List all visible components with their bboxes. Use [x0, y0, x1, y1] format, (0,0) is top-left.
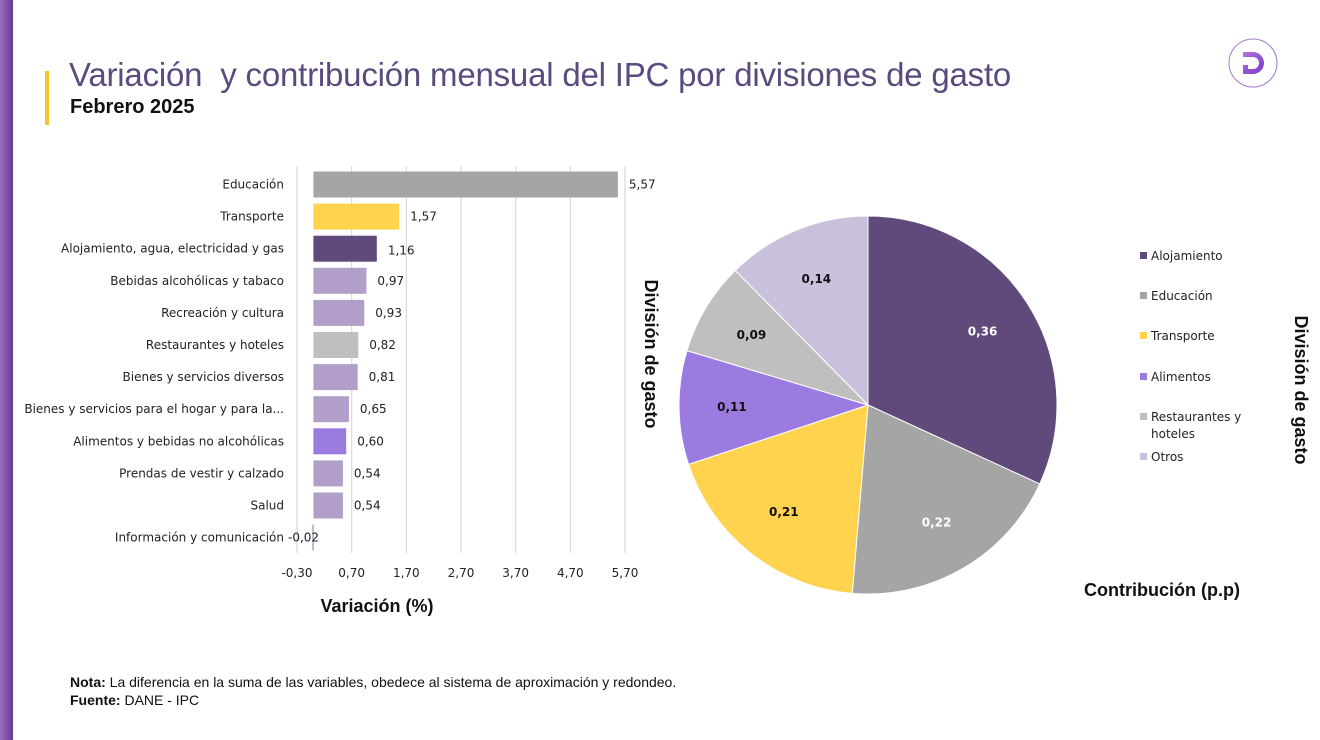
- pie-value-label: 0,36: [968, 325, 998, 339]
- bar-category-label: Bienes y servicios diversos: [123, 370, 284, 384]
- bar: [313, 460, 343, 487]
- page-title: Variación y contribución mensual del IPC…: [69, 56, 1012, 93]
- bar-category-label: Recreación y cultura: [161, 306, 284, 320]
- legend-item: Alimentos: [1140, 370, 1211, 384]
- bar-chart-value-labels: 5,57 1,57 1,16 0,97 0,93 0,82 0,81 0,65 0,60 0,54…: [288, 178, 656, 545]
- legend-label: Alojamiento: [1151, 249, 1223, 263]
- bar-chart-category-labels: Educación Transporte Alojamiento, agua, el…: [24, 178, 284, 545]
- legend-swatch: [1140, 332, 1147, 339]
- footnote: Nota: La diferencia en la suma de las va…: [70, 673, 676, 709]
- bar: [313, 235, 377, 262]
- left-decorative-strip: [0, 0, 13, 740]
- nota-text: La diferencia en la suma de las variable…: [105, 674, 677, 690]
- bar-category-label: Restaurantes y hoteles: [146, 338, 284, 352]
- bar-value-label: 0,60: [357, 434, 384, 448]
- pie-slice: [687, 404, 869, 594]
- bar-chart-x-ticks: -0,30 0,70 1,70 2,70 3,70 4,70 5,70: [281, 566, 638, 580]
- x-tick-label: 1,70: [393, 566, 420, 580]
- bar-category-label: Salud: [250, 499, 284, 513]
- bar: [313, 171, 618, 198]
- bar-value-label: 0,82: [369, 338, 396, 352]
- bar: [313, 299, 365, 326]
- bar-value-label: 1,16: [388, 244, 415, 258]
- legend-item: Educación: [1140, 289, 1213, 303]
- bar: [313, 267, 367, 294]
- legend-item: Alojamiento: [1140, 249, 1223, 263]
- pie-chart-slices: [678, 215, 1058, 595]
- bar-value-label: 0,81: [369, 370, 396, 384]
- bar-value-label: 0,97: [377, 274, 404, 288]
- bar-chart-gridlines: [296, 166, 626, 553]
- pie-slice: [686, 269, 869, 406]
- pie-slice: [851, 404, 1041, 595]
- pie-value-label: 0,09: [737, 328, 767, 342]
- legend-item: Transporte: [1140, 329, 1215, 343]
- pie-value-label: 0,14: [802, 272, 832, 286]
- legend-swatch: [1140, 292, 1147, 299]
- bar-category-label: Alimentos y bebidas no alcohólicas: [73, 434, 284, 448]
- fuente-label: Fuente:: [70, 692, 121, 708]
- legend-swatch: [1140, 413, 1147, 420]
- bar: [313, 396, 349, 423]
- bar-value-label: 5,57: [629, 178, 656, 192]
- bar-chart-bars: [312, 171, 618, 551]
- bar-value-label: 0,93: [375, 306, 402, 320]
- pie-value-label: 0,21: [769, 505, 799, 519]
- bar-value-label: -0,02: [288, 531, 319, 545]
- pie-slice: [678, 349, 870, 466]
- bar-category-label: Transporte: [219, 210, 284, 224]
- nota-label: Nota:: [70, 674, 106, 690]
- legend-swatch: [1140, 373, 1147, 380]
- x-tick-label: 4,70: [557, 566, 584, 580]
- pie-value-label: 0,11: [717, 400, 747, 414]
- bar: [313, 364, 358, 391]
- pie-right-title: División de gasto: [1291, 315, 1311, 464]
- bar-category-label: Información y comunicación: [115, 531, 284, 545]
- legend-swatch: [1140, 252, 1147, 259]
- pie-chart-legend: Alojamiento Educación Transporte Alimentos R…: [1140, 249, 1241, 464]
- legend-item: Restaurantes y hoteles: [1140, 410, 1241, 441]
- pie-slice: [867, 215, 1058, 485]
- dane-logo-icon: [1228, 38, 1278, 88]
- legend-label: Alimentos: [1151, 370, 1211, 384]
- legend-label: Transporte: [1150, 329, 1215, 343]
- pie-left-title: División de gasto: [641, 279, 661, 428]
- title-accent-bar: [45, 71, 49, 125]
- bar: [313, 428, 347, 455]
- fuente-line: Fuente: DANE - IPC: [70, 691, 676, 709]
- legend-item: Otros: [1140, 450, 1183, 464]
- pie-value-label: 0,22: [922, 516, 952, 530]
- bar-value-label: 0,54: [354, 466, 381, 480]
- bar: [313, 203, 400, 230]
- x-tick-label: 3,70: [502, 566, 529, 580]
- legend-label: Restaurantes y: [1151, 410, 1241, 424]
- legend-label: hoteles: [1151, 427, 1195, 441]
- bar-value-label: 1,57: [410, 210, 437, 224]
- x-tick-label: 5,70: [612, 566, 639, 580]
- x-tick-label: 2,70: [448, 566, 475, 580]
- x-tick-label: 0,70: [338, 566, 365, 580]
- bar: [313, 492, 343, 519]
- bar-value-label: 0,65: [360, 402, 387, 416]
- nota-line: Nota: La diferencia en la suma de las va…: [70, 673, 676, 691]
- bar-category-label: Educación: [222, 178, 284, 192]
- bar-category-label: Bienes y servicios para el hogar y para …: [24, 402, 284, 416]
- legend-label: Educación: [1151, 289, 1213, 303]
- bar-category-label: Bebidas alcohólicas y tabaco: [110, 274, 284, 288]
- bar: [313, 332, 359, 358]
- pie-slice: [734, 215, 869, 407]
- bar-category-label: Alojamiento, agua, electricidad y gas: [61, 242, 284, 256]
- bar: [312, 524, 314, 551]
- bar-value-label: 0,54: [354, 499, 381, 513]
- page-subtitle: Febrero 2025: [70, 96, 195, 118]
- pie-chart-value-labels: 0,36 0,22 0,21 0,11 0,09 0,14: [717, 272, 997, 529]
- legend-swatch: [1140, 453, 1147, 460]
- bar-category-label: Prendas de vestir y calzado: [119, 466, 284, 480]
- legend-label: Otros: [1151, 450, 1183, 464]
- pie-x-axis-title: Contribución (p.p): [1084, 580, 1240, 600]
- fuente-text: DANE - IPC: [120, 692, 200, 708]
- x-tick-label: -0,30: [281, 566, 312, 580]
- bar-chart-x-axis-title: Variación (%): [320, 596, 433, 616]
